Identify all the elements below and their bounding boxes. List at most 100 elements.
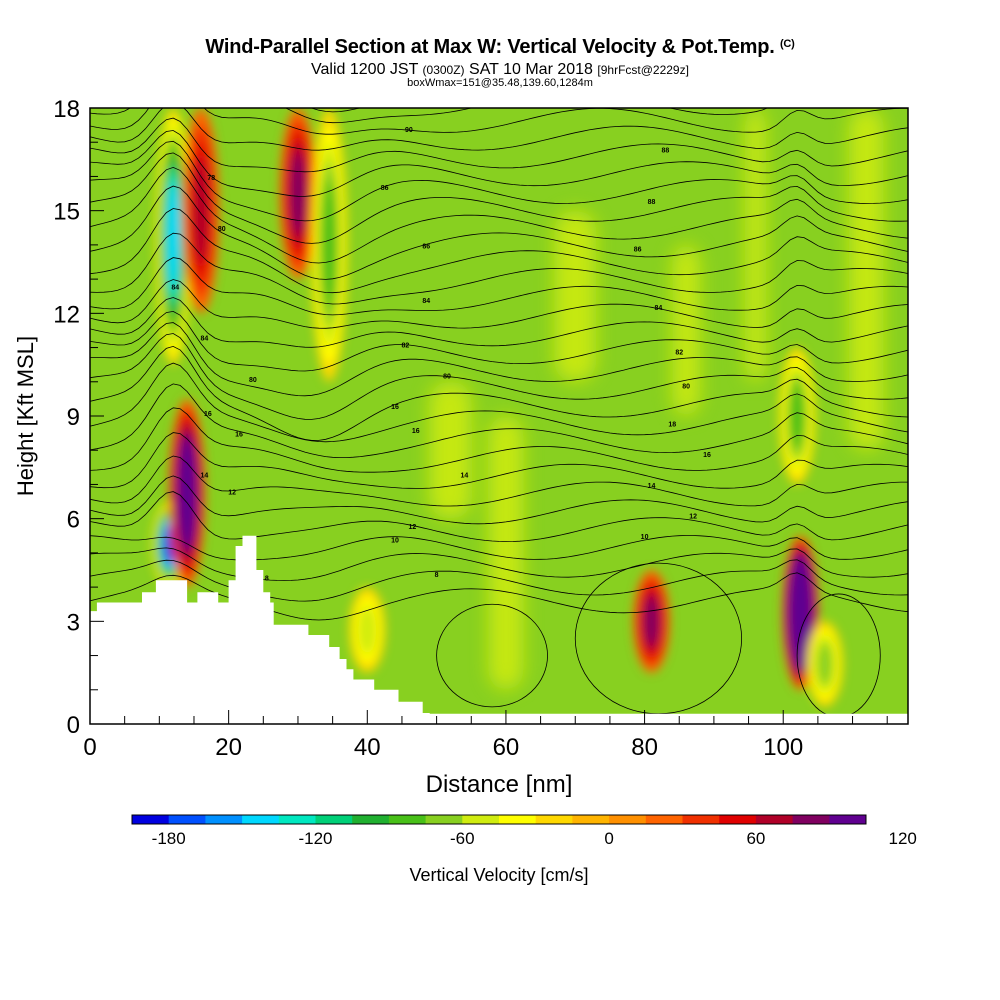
colorbar-swatch — [829, 815, 867, 824]
contour-label: 88 — [661, 147, 669, 154]
colorbar-swatch — [242, 815, 280, 824]
contour-label: 12 — [408, 524, 416, 531]
theta-contour — [90, 117, 908, 173]
colorbar-swatch — [388, 815, 427, 824]
theta-contour — [90, 383, 908, 458]
y-tick-label: 9 — [67, 404, 80, 431]
theta-contour — [90, 108, 908, 135]
contour-label: 84 — [171, 284, 179, 291]
contour-label: 12 — [689, 514, 697, 521]
chart-subtitle: Valid 1200 JST (0300Z) SAT 10 Mar 2018 [… — [0, 61, 1000, 79]
colorbar-swatch — [315, 815, 353, 824]
contour-label: 8 — [435, 572, 439, 579]
colorbar-swatch — [132, 815, 170, 824]
colorbar-swatch — [425, 815, 463, 824]
colorbar-swatch — [609, 815, 647, 824]
valid-time: Valid 1200 JST — [311, 61, 419, 78]
contour-label: 84 — [422, 298, 430, 305]
contour-label: 78 — [207, 175, 215, 182]
contour-label: 18 — [668, 421, 676, 428]
contour-label: 16 — [235, 432, 243, 439]
theta-contour — [90, 185, 908, 280]
contour-label: 82 — [402, 343, 410, 350]
y-tick-label: 18 — [53, 96, 80, 123]
x-axis: 0 20 40 60 80 100 — [83, 710, 888, 761]
colorbar-swatch — [352, 815, 390, 824]
contour-label: 12 — [228, 490, 236, 497]
theta-contour — [90, 432, 908, 489]
colorbar-tick-label: 60 — [746, 829, 765, 848]
contour-label: 10 — [391, 538, 399, 545]
valid-date: SAT 10 Mar 2018 — [469, 61, 593, 78]
theta-contour — [90, 547, 908, 581]
contour-label: 80 — [249, 377, 257, 384]
theta-contour — [90, 279, 908, 329]
colorbar-tick-label: 120 — [889, 829, 917, 848]
theta-contour — [90, 475, 908, 525]
velocity-feature-level — [358, 605, 376, 655]
y-tick-label: 12 — [53, 301, 80, 328]
theta-contour — [90, 362, 908, 443]
colorbar-swatch — [168, 815, 206, 824]
y-tick-label: 0 — [67, 712, 80, 739]
theta-contour — [90, 455, 908, 507]
contour-label: 8 — [265, 575, 269, 582]
contour-label: 80 — [443, 373, 451, 380]
y-tick-label: 6 — [67, 507, 80, 534]
colorbar-swatch — [682, 815, 720, 824]
theta-contour — [90, 166, 908, 264]
y-axis: 0 3 6 9 12 15 18 — [53, 96, 104, 739]
theta-contour — [90, 491, 908, 543]
colorbar-swatch — [205, 815, 243, 824]
title-text: Wind-Parallel Section at Max W: Vertical… — [205, 36, 775, 58]
theta-contour — [90, 407, 908, 473]
contour-label: 14 — [460, 473, 468, 480]
theta-contour — [90, 297, 908, 348]
theta-contour-low — [436, 603, 548, 708]
velocity-feature-level — [181, 452, 193, 534]
colorbar-swatch — [278, 815, 316, 824]
theta-contour — [90, 232, 908, 305]
contour-label: 14 — [648, 483, 656, 490]
velocity-feature-level — [790, 383, 804, 449]
terrain-mask — [90, 535, 908, 724]
contour-label: 82 — [675, 349, 683, 356]
x-tick-label: 60 — [493, 734, 520, 761]
colorbar-tick-label: -180 — [152, 829, 186, 848]
theta-contour — [90, 333, 908, 420]
x-tick-label: 40 — [354, 734, 381, 761]
contour-label: 80 — [218, 226, 226, 233]
velocity-feature-level — [644, 596, 659, 646]
theta-contour — [90, 130, 908, 197]
colorbar-swatch — [719, 815, 757, 824]
contour-label: 16 — [703, 452, 711, 459]
contour-label: 80 — [682, 384, 690, 391]
utc-time: (0300Z) — [422, 63, 465, 77]
theta-contour — [90, 310, 908, 372]
contour-label: 16 — [412, 428, 420, 435]
colorbar-swatch — [755, 815, 794, 824]
colorbar-swatch — [792, 815, 830, 824]
x-tick-label: 100 — [763, 734, 803, 761]
contour-label: 90 — [405, 127, 413, 134]
colorbar-label: Vertical Velocity [cm/s] — [409, 865, 588, 885]
theta-contour — [90, 140, 908, 222]
velocity-feature-level — [817, 642, 833, 687]
contour-label: 84 — [200, 336, 208, 343]
colorbar-swatch — [462, 815, 500, 824]
velocity-feature-level — [167, 182, 179, 291]
theta-contour — [90, 345, 908, 441]
box-wmax-info: boxWmax=151@35.48,139.60,1284m — [407, 77, 593, 89]
velocity-feature-level — [322, 179, 336, 311]
contour-label: 10 — [641, 534, 649, 541]
contour-label: 14 — [200, 473, 208, 480]
copyright-mark: (C) — [779, 38, 795, 50]
colorbar-tick-label: -60 — [450, 829, 475, 848]
theta-contour — [90, 257, 908, 316]
theta-contour — [90, 322, 908, 397]
theta-contour — [90, 535, 908, 561]
contour-label: 86 — [381, 185, 389, 192]
contour-label: 84 — [655, 305, 663, 312]
contour-label: 86 — [422, 243, 430, 250]
